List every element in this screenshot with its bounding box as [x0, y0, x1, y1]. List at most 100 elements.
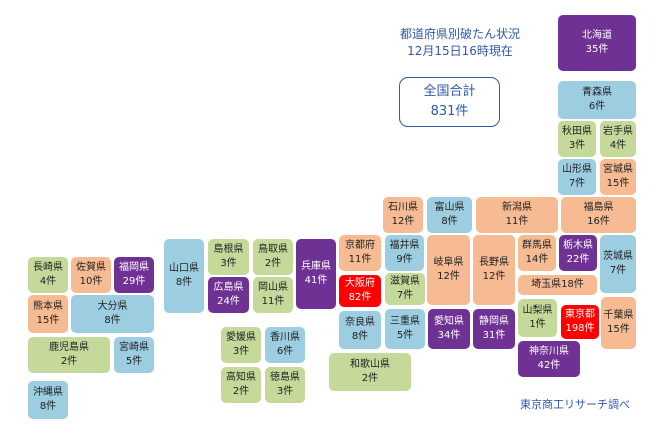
pref-name: 佐賀県: [76, 262, 106, 273]
pref-name: 広島県: [213, 282, 244, 293]
title-line-1: 都道府県別破たん状況: [399, 27, 520, 41]
pref-name: 神奈川県: [529, 346, 569, 357]
total-value: 831件: [430, 104, 469, 119]
pref-tokyo: 東京都 198件: [560, 304, 600, 340]
pref-count: 42件: [537, 360, 561, 371]
pref-count: 8件: [175, 277, 193, 288]
pref-shizuoka: 静岡県 31件: [472, 308, 516, 350]
pref-count: 34件: [437, 330, 461, 341]
pref-fukuoka: 福岡県 29件: [113, 256, 155, 294]
pref-count: 11件: [505, 216, 529, 227]
pref-tokushima: 徳島県 3件: [264, 366, 306, 404]
pref-hokkaido: 北海道 35件: [557, 14, 637, 72]
pref-mie: 三重県 5件: [384, 308, 426, 350]
national-total-box: 全国合計 831件: [399, 77, 500, 127]
pref-count: 15件: [36, 315, 60, 326]
pref-gunma: 群馬県 14件: [517, 234, 557, 272]
pref-name: 大分県: [97, 301, 128, 312]
pref-name: 秋田県: [562, 126, 592, 137]
pref-name: 福島県: [583, 202, 614, 213]
pref-count: 22件: [566, 254, 590, 265]
pref-kochi: 高知県 2件: [220, 366, 262, 404]
pref-count: 15件: [606, 178, 630, 189]
pref-count: 31件: [482, 330, 506, 341]
pref-count: 82件: [348, 292, 372, 303]
pref-count: 8件: [39, 401, 57, 412]
pref-count: 16件: [587, 216, 610, 227]
pref-count: 7件: [396, 290, 414, 301]
pref-name: 栃木県: [563, 240, 593, 251]
pref-akita: 秋田県 3件: [557, 120, 597, 158]
title-line-2: 12月15日16時現在: [407, 44, 513, 58]
pref-name: 福井県: [389, 240, 420, 251]
pref-count: 14件: [525, 254, 549, 265]
pref-name: 山梨県: [522, 305, 553, 316]
pref-nara: 奈良県 8件: [338, 310, 382, 350]
pref-count: 5件: [396, 330, 414, 341]
pref-count: 2件: [232, 386, 250, 397]
pref-count: 41件: [304, 275, 328, 286]
pref-count: 3件: [232, 346, 250, 357]
pref-name: 宮城県: [603, 164, 633, 175]
pref-count: 198件: [565, 323, 595, 334]
pref-name: 香川県: [270, 332, 300, 343]
pref-oita: 大分県 8件: [70, 294, 155, 334]
pref-name: 京都府: [345, 240, 375, 251]
pref-tochigi: 栃木県 22件: [558, 234, 598, 272]
pref-name: 愛知県: [434, 316, 464, 327]
pref-name: 大阪府: [345, 278, 375, 289]
pref-count: 11件: [261, 296, 285, 307]
total-label: 全国合計: [423, 84, 476, 99]
pref-fukui: 福井県 9件: [384, 234, 425, 272]
pref-okayama: 岡山県 11件: [252, 276, 294, 314]
pref-name: 長崎県: [33, 262, 63, 273]
pref-okinawa: 沖縄県 8件: [27, 380, 69, 420]
pref-name: 滋賀県: [390, 276, 420, 287]
pref-count: 4件: [609, 140, 627, 151]
pref-name: 福岡県: [119, 262, 149, 273]
pref-name: 富山県: [434, 202, 465, 213]
pref-count: 35件: [585, 44, 609, 55]
pref-aomori: 青森県 6件: [557, 80, 637, 120]
pref-miyagi: 宮城県 15件: [599, 158, 637, 196]
pref-kagoshima: 鹿児島県 2件: [27, 336, 111, 374]
pref-name: 愛媛県: [226, 332, 256, 343]
pref-name: 群馬県: [522, 240, 552, 251]
pref-count: 7件: [568, 178, 586, 189]
pref-count: 3件: [568, 140, 586, 151]
pref-count: 15件: [607, 324, 630, 335]
pref-name: 岐阜県: [433, 257, 464, 268]
pref-name: 新潟県: [502, 202, 532, 213]
pref-count: 8件: [104, 315, 121, 326]
pref-ishikawa: 石川県 12件: [382, 196, 424, 234]
pref-count: 2件: [60, 356, 78, 367]
pref-name: 石川県: [388, 202, 418, 213]
pref-name: 鳥取県: [258, 244, 288, 255]
pref-name: 島根県: [213, 244, 244, 255]
pref-fukushima: 福島県 16件: [560, 196, 637, 234]
pref-count: 1件: [529, 319, 546, 330]
pref-count: 29件: [122, 276, 146, 287]
pref-kyoto: 京都府 11件: [338, 234, 382, 272]
pref-yamanashi: 山梨県 1件: [517, 298, 558, 338]
pref-yamagata: 山形県 7件: [557, 158, 597, 196]
pref-aichi: 愛知県 34件: [427, 308, 471, 350]
pref-count: 3件: [220, 258, 237, 269]
pref-count: 12件: [437, 271, 460, 282]
pref-name: 北海道: [582, 30, 612, 41]
pref-name: 沖縄県: [33, 387, 63, 398]
pref-count: 6件: [276, 346, 294, 357]
pref-name: 長野県: [479, 257, 509, 268]
pref-count: 12件: [391, 216, 415, 227]
pref-name: 熊本県: [33, 301, 63, 312]
pref-niigata: 新潟県 11件: [475, 196, 559, 234]
source-credit: 東京商工リサーチ調べ: [520, 398, 630, 411]
pref-count: 6件: [588, 101, 606, 112]
pref-name: 山形県: [562, 164, 592, 175]
pref-hiroshima: 広島県 24件: [207, 276, 250, 314]
pref-name: 山口県: [169, 263, 199, 274]
map-title: 都道府県別破たん状況 12月15日16時現在: [360, 26, 560, 60]
pref-shimane: 島根県 3件: [207, 238, 250, 276]
pref-name: 茨城県: [603, 251, 633, 262]
pref-count: 10件: [79, 276, 103, 287]
